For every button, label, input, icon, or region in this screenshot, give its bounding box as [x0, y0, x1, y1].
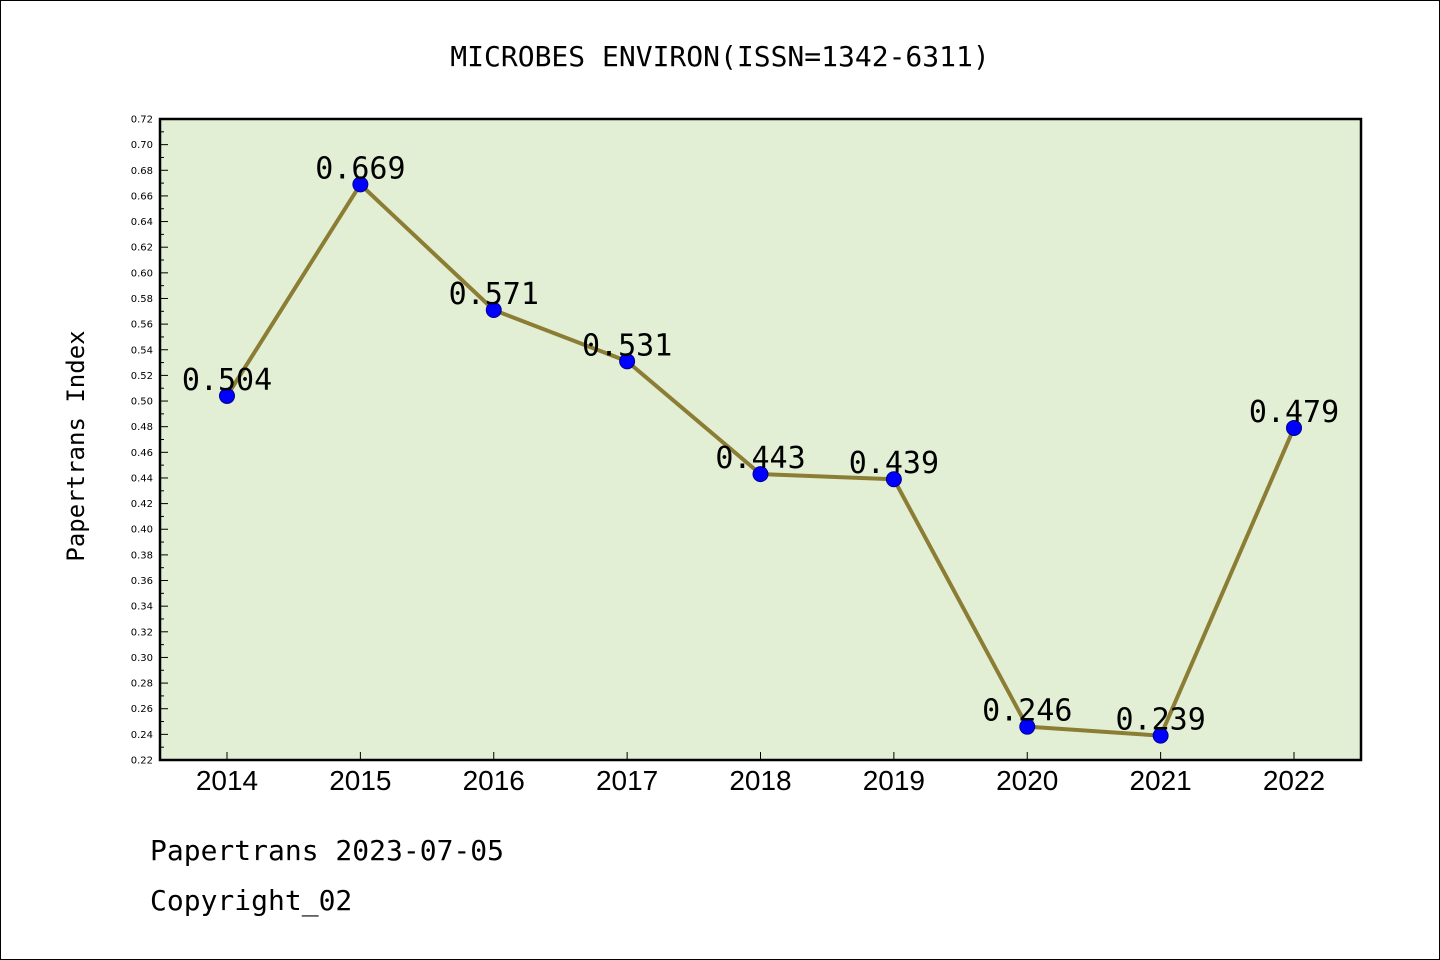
y-tick-label: 0.70: [131, 140, 153, 151]
y-tick-label: 0.34: [131, 602, 153, 613]
y-tick-label: 0.56: [131, 320, 153, 331]
y-tick-label: 0.50: [131, 397, 153, 408]
y-tick-label: 0.24: [131, 730, 153, 741]
y-axis: 0.22 0.24 0.26 0.28 0.30 0.32 0.34 0.36 0.38 0.40…: [131, 115, 168, 767]
y-tick-label: 0.64: [131, 217, 153, 228]
y-tick-label: 0.62: [131, 243, 153, 254]
x-tick-label: 2017: [596, 765, 658, 796]
y-tick-label: 0.26: [131, 704, 153, 715]
x-tick-label: 2014: [196, 765, 258, 796]
x-tick-label: 2015: [329, 765, 391, 796]
data-point: [1286, 419, 1302, 436]
data-point: [352, 176, 369, 193]
y-tick-label: 0.68: [131, 166, 153, 177]
y-tick-label: 0.66: [131, 191, 153, 202]
x-axis: 2014 2015 2016 2017 2018 2019 2020 2021 2022: [196, 752, 1325, 796]
data-label-layer: 0.504 0.669 0.571 0.531 0.443 0.439 0.246 0.239…: [182, 151, 1339, 737]
y-tick-label: 0.46: [131, 448, 153, 459]
data-point: [752, 466, 769, 483]
data-label: 0.439: [849, 446, 939, 481]
data-label: 0.443: [715, 441, 805, 476]
data-point: [485, 302, 502, 319]
footer-copyright: Copyright_02: [150, 884, 353, 917]
y-tick-label: 0.54: [131, 345, 153, 356]
series-layer: [219, 176, 1302, 744]
y-tick-label: 0.44: [131, 473, 153, 484]
y-tick-label: 0.60: [131, 268, 153, 279]
y-tick-label: 0.40: [131, 525, 153, 536]
chart-title: MICROBES ENVIRON(ISSN=1342-6311): [450, 40, 989, 73]
y-tick-label: 0.22: [131, 756, 153, 767]
y-axis-label: Papertrans Index: [62, 330, 90, 561]
y-tick-label: 0.42: [131, 499, 153, 510]
data-label: 0.246: [982, 694, 1072, 729]
data-label: 0.504: [182, 363, 272, 398]
data-label: 0.571: [449, 277, 539, 312]
data-point: [619, 353, 636, 370]
y-tick-label: 0.32: [131, 627, 153, 638]
x-tick-label: 2019: [863, 765, 925, 796]
y-tick-label: 0.36: [131, 576, 153, 587]
x-tick-label: 2021: [1129, 765, 1191, 796]
data-label: 0.239: [1115, 703, 1205, 738]
x-tick-label: 2018: [729, 765, 791, 796]
data-point: [1152, 727, 1169, 744]
y-tick-label: 0.72: [131, 115, 153, 126]
x-tick-label: 2016: [463, 765, 525, 796]
data-label: 0.531: [582, 328, 672, 363]
y-tick-label: 0.52: [131, 371, 153, 382]
data-label: 0.669: [315, 151, 405, 186]
y-tick-label: 0.38: [131, 550, 153, 561]
y-tick-label: 0.30: [131, 653, 153, 664]
plot-area: [158, 117, 1363, 762]
data-point: [885, 471, 902, 488]
x-tick-label: 2022: [1263, 765, 1325, 796]
y-tick-label: 0.28: [131, 679, 153, 690]
data-label: 0.479: [1249, 395, 1339, 430]
data-point: [219, 387, 235, 404]
data-point: [1019, 718, 1036, 735]
y-tick-label: 0.58: [131, 294, 153, 305]
y-tick-label: 0.48: [131, 422, 153, 433]
footer-date: Papertrans 2023-07-05: [150, 834, 505, 867]
x-tick-label: 2020: [996, 765, 1058, 796]
